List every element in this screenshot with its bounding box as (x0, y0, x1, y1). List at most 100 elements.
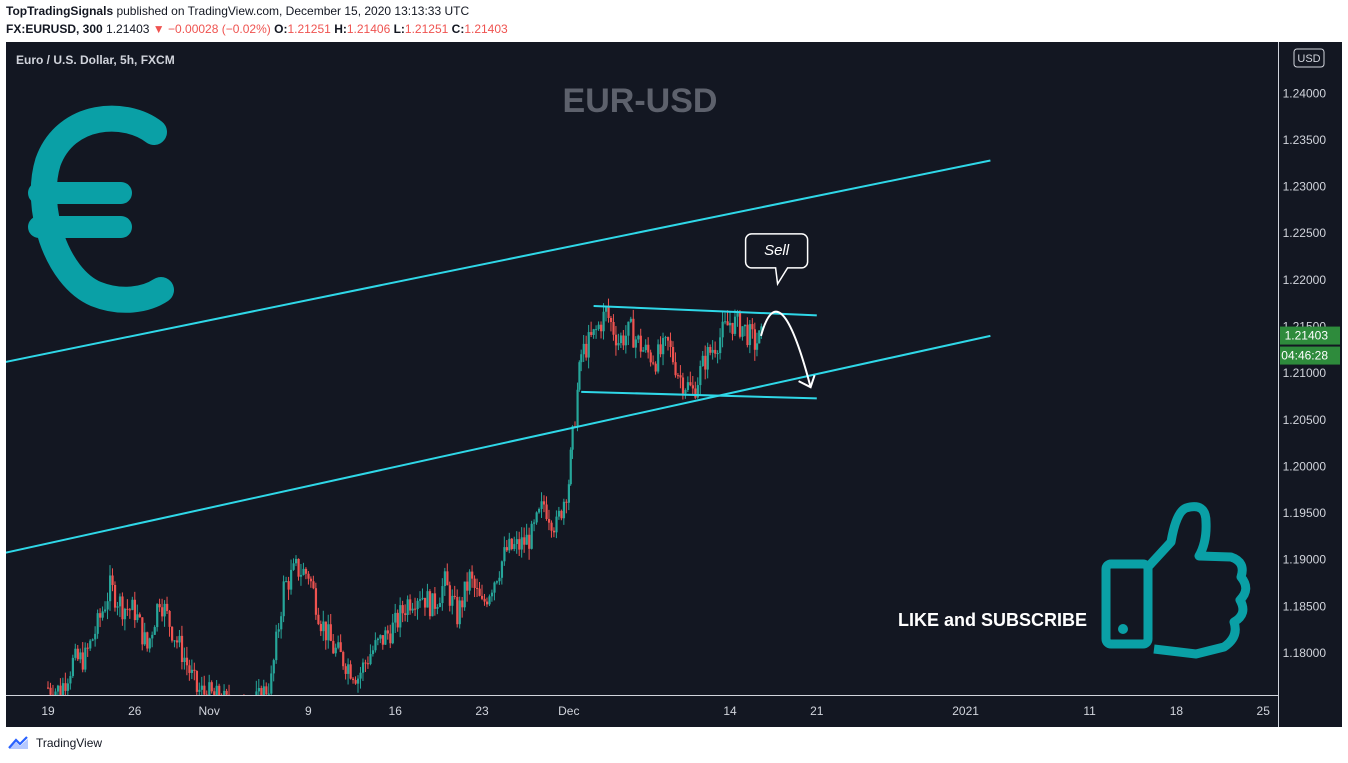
candle-body (508, 538, 511, 551)
candle-body (649, 352, 652, 363)
candle-body (411, 608, 414, 611)
last-price-label: 1.21403 (1285, 329, 1329, 343)
candle-body (456, 596, 459, 625)
candle-body (89, 640, 92, 649)
candle-body (674, 362, 677, 376)
candle-body (676, 375, 680, 377)
candle-body (654, 363, 657, 372)
price-change: −0.00028 (−0.02%) (168, 22, 271, 36)
candle-body (587, 332, 590, 358)
candle-body (634, 339, 637, 348)
author-name[interactable]: TopTradingSignals (6, 4, 114, 18)
arrow-head-icon (798, 374, 816, 389)
candle-body (443, 571, 446, 587)
candle-body (386, 630, 389, 634)
candle-body (101, 611, 104, 618)
candle-body (711, 349, 714, 353)
candle-body (738, 312, 742, 337)
candle-body (56, 685, 60, 692)
candle-body (758, 330, 761, 344)
ohlc-info: FX:EURUSD, 300 1.21403 ▼ −0.00028 (−0.02… (6, 22, 508, 36)
candle-body (292, 563, 295, 570)
candle-body (166, 603, 169, 611)
high-label: H: (334, 22, 347, 36)
candle-body (453, 595, 456, 597)
candle-body (307, 573, 310, 579)
footer-brand-text[interactable]: TradingView (36, 736, 103, 750)
candle-body (280, 616, 283, 630)
candle-body (136, 614, 139, 621)
candle-body (210, 682, 213, 692)
candle-body (505, 547, 508, 551)
candle-body (113, 584, 117, 608)
candle-body (441, 586, 444, 604)
currency-label: USD (1297, 53, 1320, 65)
candle-body (729, 322, 732, 326)
candle-body (208, 682, 211, 706)
candle-body (195, 671, 198, 692)
candle-body (748, 324, 752, 346)
candle-body (91, 639, 94, 641)
trendline (6, 159, 991, 363)
x-tick-label: 2021 (952, 704, 979, 718)
candle-body (156, 604, 159, 628)
candle-body (753, 329, 756, 350)
candle-body (642, 350, 645, 352)
tradingview-logo-icon (8, 736, 28, 749)
candle-body (671, 347, 675, 363)
candle-body (619, 335, 623, 344)
candle-body (359, 672, 362, 679)
candle-body (118, 596, 122, 607)
trendline (593, 304, 817, 317)
candle-body (557, 510, 561, 517)
candle-body (218, 685, 221, 702)
footer-brand: TradingView (8, 736, 102, 750)
candle-body (213, 691, 216, 697)
candle-body (319, 624, 322, 632)
change-down-icon: ▼ (152, 22, 165, 36)
chart-panel[interactable]: EUR-USD Sell LIKE and SUBSCRIBE 1.24000 1.… (6, 42, 1342, 727)
candle-body (664, 337, 667, 339)
sell-callout (744, 233, 809, 287)
candle-body (446, 571, 449, 586)
candle-body (567, 484, 570, 503)
candle-body (458, 600, 461, 625)
candle-body (605, 307, 608, 312)
candle-body (99, 613, 102, 618)
candle-body (709, 346, 712, 353)
candle-body (161, 607, 164, 617)
candle-body (755, 343, 759, 350)
like-subscribe-text: LIKE and SUBSCRIBE (898, 610, 1087, 630)
candle-body (361, 662, 365, 673)
candle-body (409, 599, 412, 611)
candle-body (681, 377, 685, 394)
candle-body (535, 512, 538, 523)
high-value: 1.21406 (346, 22, 391, 36)
candle-body (146, 632, 149, 649)
candle-body (684, 389, 687, 394)
candle-body (597, 324, 600, 330)
price-chart[interactable]: EUR-USD Sell LIKE and SUBSCRIBE 1.24000 1.… (6, 42, 1342, 727)
euro-icon (28, 105, 174, 313)
y-tick-label: 1.22000 (1283, 273, 1327, 287)
candle-body (498, 577, 501, 582)
candle-body (267, 693, 270, 695)
candle-body (500, 561, 504, 578)
candle-body (632, 318, 635, 348)
candle-body (624, 335, 628, 346)
candle-body (334, 647, 337, 654)
candle-body (178, 635, 181, 643)
candle-body (394, 612, 397, 623)
candle-body (736, 312, 739, 317)
candle-body (639, 335, 642, 352)
candle-body (428, 591, 432, 617)
candle-body (314, 588, 318, 615)
candle-body (158, 604, 161, 608)
candle-body (81, 652, 84, 670)
candle-body (416, 600, 419, 610)
candle-body (111, 575, 114, 585)
candle-body (485, 601, 489, 605)
candle-body (637, 335, 640, 340)
candle-body (451, 595, 454, 606)
candle-body (69, 676, 72, 684)
